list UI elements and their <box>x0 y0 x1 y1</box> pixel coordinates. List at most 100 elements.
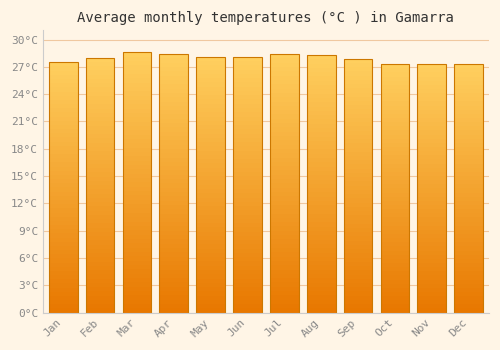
Bar <box>233 125 262 129</box>
Bar <box>122 144 152 148</box>
Bar <box>418 64 446 68</box>
Bar <box>122 239 152 243</box>
Bar <box>270 188 298 192</box>
Bar <box>380 217 410 222</box>
Bar <box>380 64 410 68</box>
Bar <box>270 274 298 278</box>
Bar <box>418 238 446 242</box>
Bar <box>418 122 446 126</box>
Bar <box>122 178 152 182</box>
Bar <box>233 95 262 99</box>
Bar <box>49 154 78 158</box>
Bar <box>196 112 225 117</box>
Bar <box>344 266 372 270</box>
Bar <box>344 76 372 80</box>
Bar <box>344 296 372 300</box>
Bar <box>160 54 188 313</box>
Bar <box>454 292 483 296</box>
Bar <box>307 77 336 81</box>
Bar <box>49 88 78 91</box>
Bar <box>196 279 225 283</box>
Bar <box>196 61 225 65</box>
Bar <box>418 97 446 102</box>
Bar <box>160 209 188 214</box>
Bar <box>196 91 225 95</box>
Bar <box>122 74 152 78</box>
Bar <box>307 171 336 175</box>
Bar <box>122 287 152 291</box>
Bar <box>418 131 446 134</box>
Bar <box>454 308 483 313</box>
Bar <box>418 308 446 313</box>
Bar <box>86 198 114 202</box>
Bar <box>160 248 188 252</box>
Bar <box>418 275 446 280</box>
Bar <box>344 283 372 287</box>
Bar <box>160 188 188 192</box>
Bar <box>454 102 483 106</box>
Bar <box>86 283 114 287</box>
Bar <box>270 123 298 127</box>
Bar <box>122 226 152 230</box>
Bar <box>270 102 298 106</box>
Bar <box>86 236 114 240</box>
Bar <box>344 198 372 203</box>
Bar <box>454 68 483 72</box>
Bar <box>270 89 298 93</box>
Bar <box>86 245 114 249</box>
Bar <box>418 263 446 267</box>
Bar <box>196 104 225 108</box>
Bar <box>307 291 336 295</box>
Bar <box>160 278 188 282</box>
Bar <box>49 146 78 150</box>
Bar <box>86 105 114 109</box>
Bar <box>307 158 336 162</box>
Bar <box>418 201 446 205</box>
Bar <box>160 136 188 140</box>
Bar <box>307 128 336 132</box>
Bar <box>196 197 225 202</box>
Bar <box>380 72 410 77</box>
Bar <box>86 134 114 139</box>
Bar <box>418 176 446 180</box>
Bar <box>454 296 483 300</box>
Bar <box>307 184 336 188</box>
Bar <box>418 246 446 251</box>
Bar <box>160 127 188 132</box>
Bar <box>49 238 78 242</box>
Bar <box>454 106 483 110</box>
Bar <box>49 104 78 108</box>
Bar <box>86 79 114 83</box>
Bar <box>344 92 372 97</box>
Bar <box>233 223 262 228</box>
Bar <box>122 222 152 226</box>
Bar <box>380 159 410 163</box>
Bar <box>49 192 78 196</box>
Bar <box>160 145 188 149</box>
Bar <box>307 180 336 184</box>
Bar <box>49 125 78 129</box>
Bar <box>196 249 225 253</box>
Bar <box>196 99 225 104</box>
Bar <box>454 288 483 292</box>
Bar <box>196 57 225 313</box>
Bar <box>418 280 446 284</box>
Bar <box>307 124 336 128</box>
Title: Average monthly temperatures (°C ) in Gamarra: Average monthly temperatures (°C ) in Ga… <box>78 11 454 25</box>
Bar <box>122 196 152 200</box>
Bar <box>344 59 372 313</box>
Bar <box>160 265 188 270</box>
Bar <box>454 193 483 197</box>
Bar <box>49 225 78 229</box>
Bar <box>196 117 225 121</box>
Bar <box>196 159 225 163</box>
Bar <box>122 65 152 70</box>
Bar <box>307 141 336 145</box>
Bar <box>49 288 78 292</box>
Bar <box>344 224 372 228</box>
Bar <box>307 149 336 154</box>
Bar <box>344 148 372 152</box>
Bar <box>344 80 372 84</box>
Bar <box>270 170 298 175</box>
Bar <box>454 64 483 68</box>
